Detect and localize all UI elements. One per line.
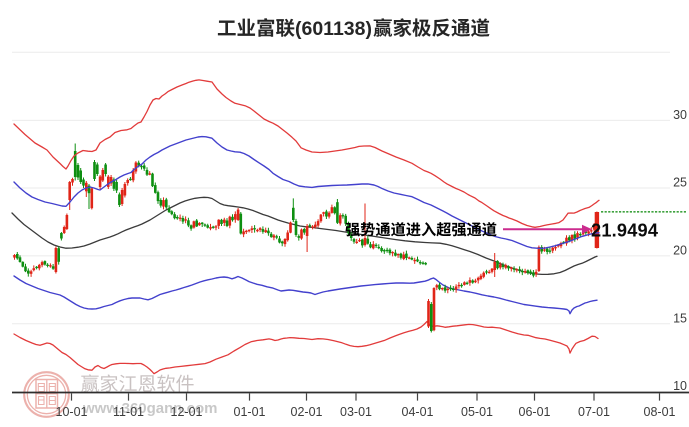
svg-text:25: 25 — [673, 176, 687, 190]
svg-text:10: 10 — [673, 379, 687, 393]
svg-text:21.9494: 21.9494 — [591, 220, 659, 240]
svg-text:02-01: 02-01 — [291, 405, 323, 419]
svg-text:07-01: 07-01 — [578, 405, 610, 419]
svg-text:15: 15 — [673, 311, 687, 325]
svg-text:(601138): (601138) — [295, 18, 372, 40]
svg-text:30: 30 — [673, 108, 687, 122]
svg-text:01-01: 01-01 — [234, 405, 266, 419]
svg-text:05-01: 05-01 — [461, 405, 493, 419]
svg-text:www.360gann.com: www.360gann.com — [82, 400, 217, 417]
svg-text:20: 20 — [673, 243, 687, 257]
svg-text:06-01: 06-01 — [519, 405, 551, 419]
svg-text:08-01: 08-01 — [644, 405, 676, 419]
svg-text:04-01: 04-01 — [402, 405, 434, 419]
svg-text:03-01: 03-01 — [340, 405, 372, 419]
svg-text:11-01: 11-01 — [113, 405, 144, 419]
svg-text:12-01: 12-01 — [171, 405, 203, 419]
svg-text:10-01: 10-01 — [56, 405, 88, 419]
